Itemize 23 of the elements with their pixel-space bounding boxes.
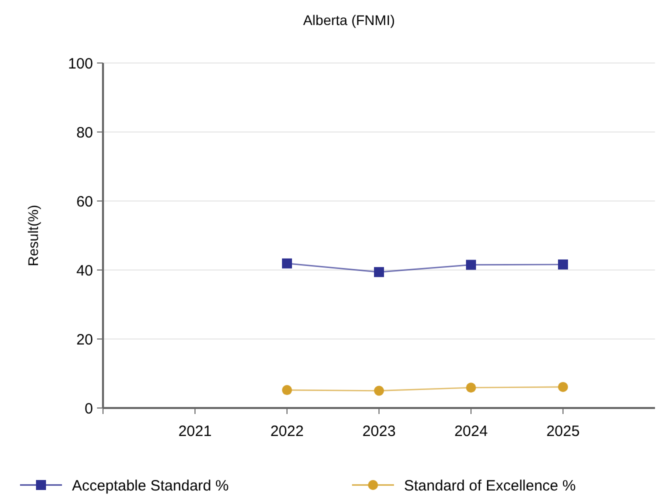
point [558, 259, 568, 270]
point [466, 382, 476, 393]
point [558, 382, 568, 392]
x-tick-label: 2025 [546, 423, 580, 440]
point [466, 260, 476, 270]
y-tick-label: 60 [76, 193, 93, 210]
y-axis-title: Result(%) [25, 204, 41, 266]
point [282, 385, 292, 396]
x-tick-label: 2022 [270, 423, 304, 440]
point [374, 386, 384, 396]
y-tick-label: 40 [76, 262, 93, 280]
y-tick-label: 20 [76, 331, 93, 348]
y-tick-label: 0 [84, 400, 93, 418]
point [374, 267, 384, 278]
y-tick-label: 100 [68, 55, 93, 72]
x-tick-label: 2024 [454, 423, 488, 440]
legend-label: Acceptable Standard % [72, 477, 229, 494]
y-tick-label: 80 [76, 124, 93, 142]
point [282, 258, 292, 268]
x-tick-label: 2021 [178, 423, 212, 440]
x-tick-label: 2023 [362, 423, 396, 440]
legend-label: Standard of Excellence % [404, 477, 576, 494]
chart-title: Alberta (FNMI) [303, 12, 395, 28]
